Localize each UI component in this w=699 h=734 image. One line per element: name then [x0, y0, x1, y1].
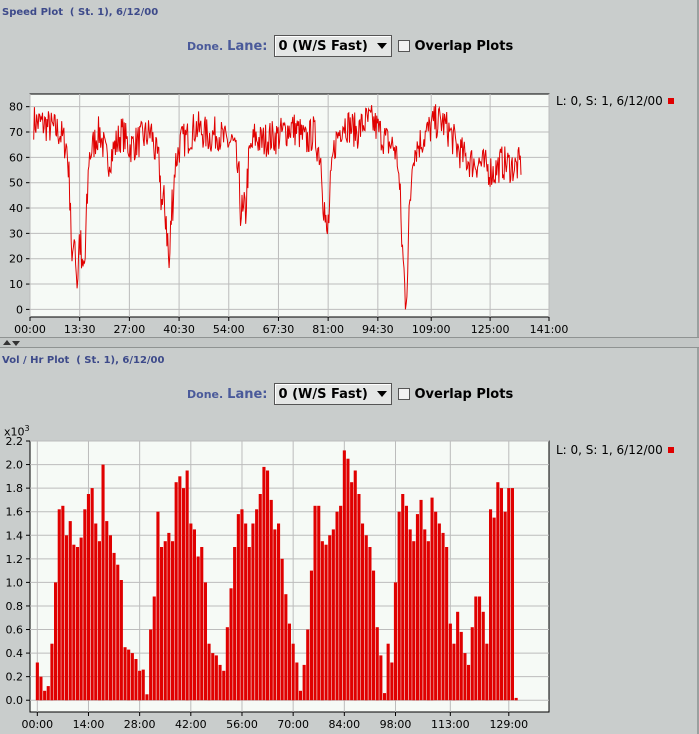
speed-chart: 0 10 20 30 40 50 60 70 80 00:00 13:30 27:00 40:30 54:…	[9, 93, 569, 336]
volume-plot-panel: Vol / Hr Plot ( St. 1), 6/12/00 Done. La…	[0, 348, 699, 734]
speed-overlap-toggle[interactable]: Overlap Plots	[397, 38, 514, 54]
speed-legend: L: 0, S: 1, 6/12/00	[556, 94, 674, 108]
chevron-down-icon	[376, 391, 387, 397]
volume-controls: Done. Lane: 0 (W/S Fast) Overlap Plots	[187, 382, 513, 406]
speed-ytick-label: 60	[9, 151, 23, 164]
volume-lane-select[interactable]: 0 (W/S Fast)	[273, 383, 392, 405]
speed-xtick-label: 13:30	[64, 323, 96, 336]
speed-ytick-label: 40	[9, 202, 23, 215]
volume-lane-label: Lane:	[227, 386, 268, 402]
volume-legend-label: L: 0, S: 1, 6/12/00	[556, 443, 663, 457]
speed-xtick-label: 67:30	[263, 323, 295, 336]
volume-overlap-label: Overlap Plots	[414, 386, 514, 402]
volume-multiplier-base: x10	[4, 425, 25, 439]
speed-ytick-label: 10	[9, 278, 23, 291]
speed-ytick-label: 20	[9, 253, 23, 266]
speed-legend-label: L: 0, S: 1, 6/12/00	[556, 94, 663, 108]
volume-lane-value: 0 (W/S Fast)	[278, 386, 368, 402]
volume-overlap-toggle[interactable]: Overlap Plots	[397, 386, 514, 402]
speed-ytick-label: 30	[9, 227, 23, 240]
window-right-edge	[697, 0, 699, 734]
speed-lane-select[interactable]: 0 (W/S Fast)	[273, 35, 392, 57]
speed-xtick-label: 94:30	[362, 323, 394, 336]
speed-overlap-checkbox[interactable]	[397, 40, 410, 52]
volume-panel-title: Vol / Hr Plot ( St. 1), 6/12/00	[2, 355, 165, 366]
speed-xtick-label: 54:00	[213, 323, 245, 336]
chevron-down-icon	[376, 43, 387, 49]
speed-xtick-label: 125:00	[471, 323, 510, 336]
speed-controls: Done. Lane: 0 (W/S Fast) Overlap Plots	[187, 34, 513, 58]
speed-xtick-label: 109:00	[412, 323, 451, 336]
speed-ytick-label: 0	[16, 303, 23, 316]
speed-series-line	[33, 104, 522, 310]
speed-lane-label: Lane:	[227, 38, 268, 54]
volume-overlap-checkbox[interactable]	[397, 388, 410, 400]
volume-legend-swatch	[667, 447, 674, 453]
volume-multiplier: x103	[4, 424, 30, 439]
speed-overlap-label: Overlap Plots	[414, 38, 514, 54]
speed-xtick-label: 141:00	[530, 323, 569, 336]
volume-legend: L: 0, S: 1, 6/12/00	[556, 443, 674, 457]
speed-xtick-label: 81:00	[312, 323, 344, 336]
volume-multiplier-exp: 3	[24, 424, 30, 433]
speed-xtick-label: 00:00	[14, 323, 46, 336]
arrow-up-icon[interactable]	[3, 340, 11, 345]
arrow-down-icon[interactable]	[12, 341, 20, 346]
speed-legend-swatch	[667, 98, 674, 104]
speed-lane-value: 0 (W/S Fast)	[278, 38, 368, 54]
speed-plot-panel: Speed Plot ( St. 1), 6/12/00 Done. Lane:…	[0, 0, 699, 337]
volume-status-text: Done.	[187, 387, 224, 401]
speed-xtick-label: 27:00	[114, 323, 146, 336]
speed-status-text: Done.	[187, 39, 224, 53]
speed-ytick-label: 70	[9, 126, 23, 139]
speed-ytick-label: 50	[9, 177, 23, 190]
speed-panel-title: Speed Plot ( St. 1), 6/12/00	[2, 7, 159, 18]
speed-ytick-label: 80	[9, 101, 23, 114]
speed-xtick-label: 40:30	[163, 323, 195, 336]
split-pane-divider[interactable]	[0, 337, 699, 348]
